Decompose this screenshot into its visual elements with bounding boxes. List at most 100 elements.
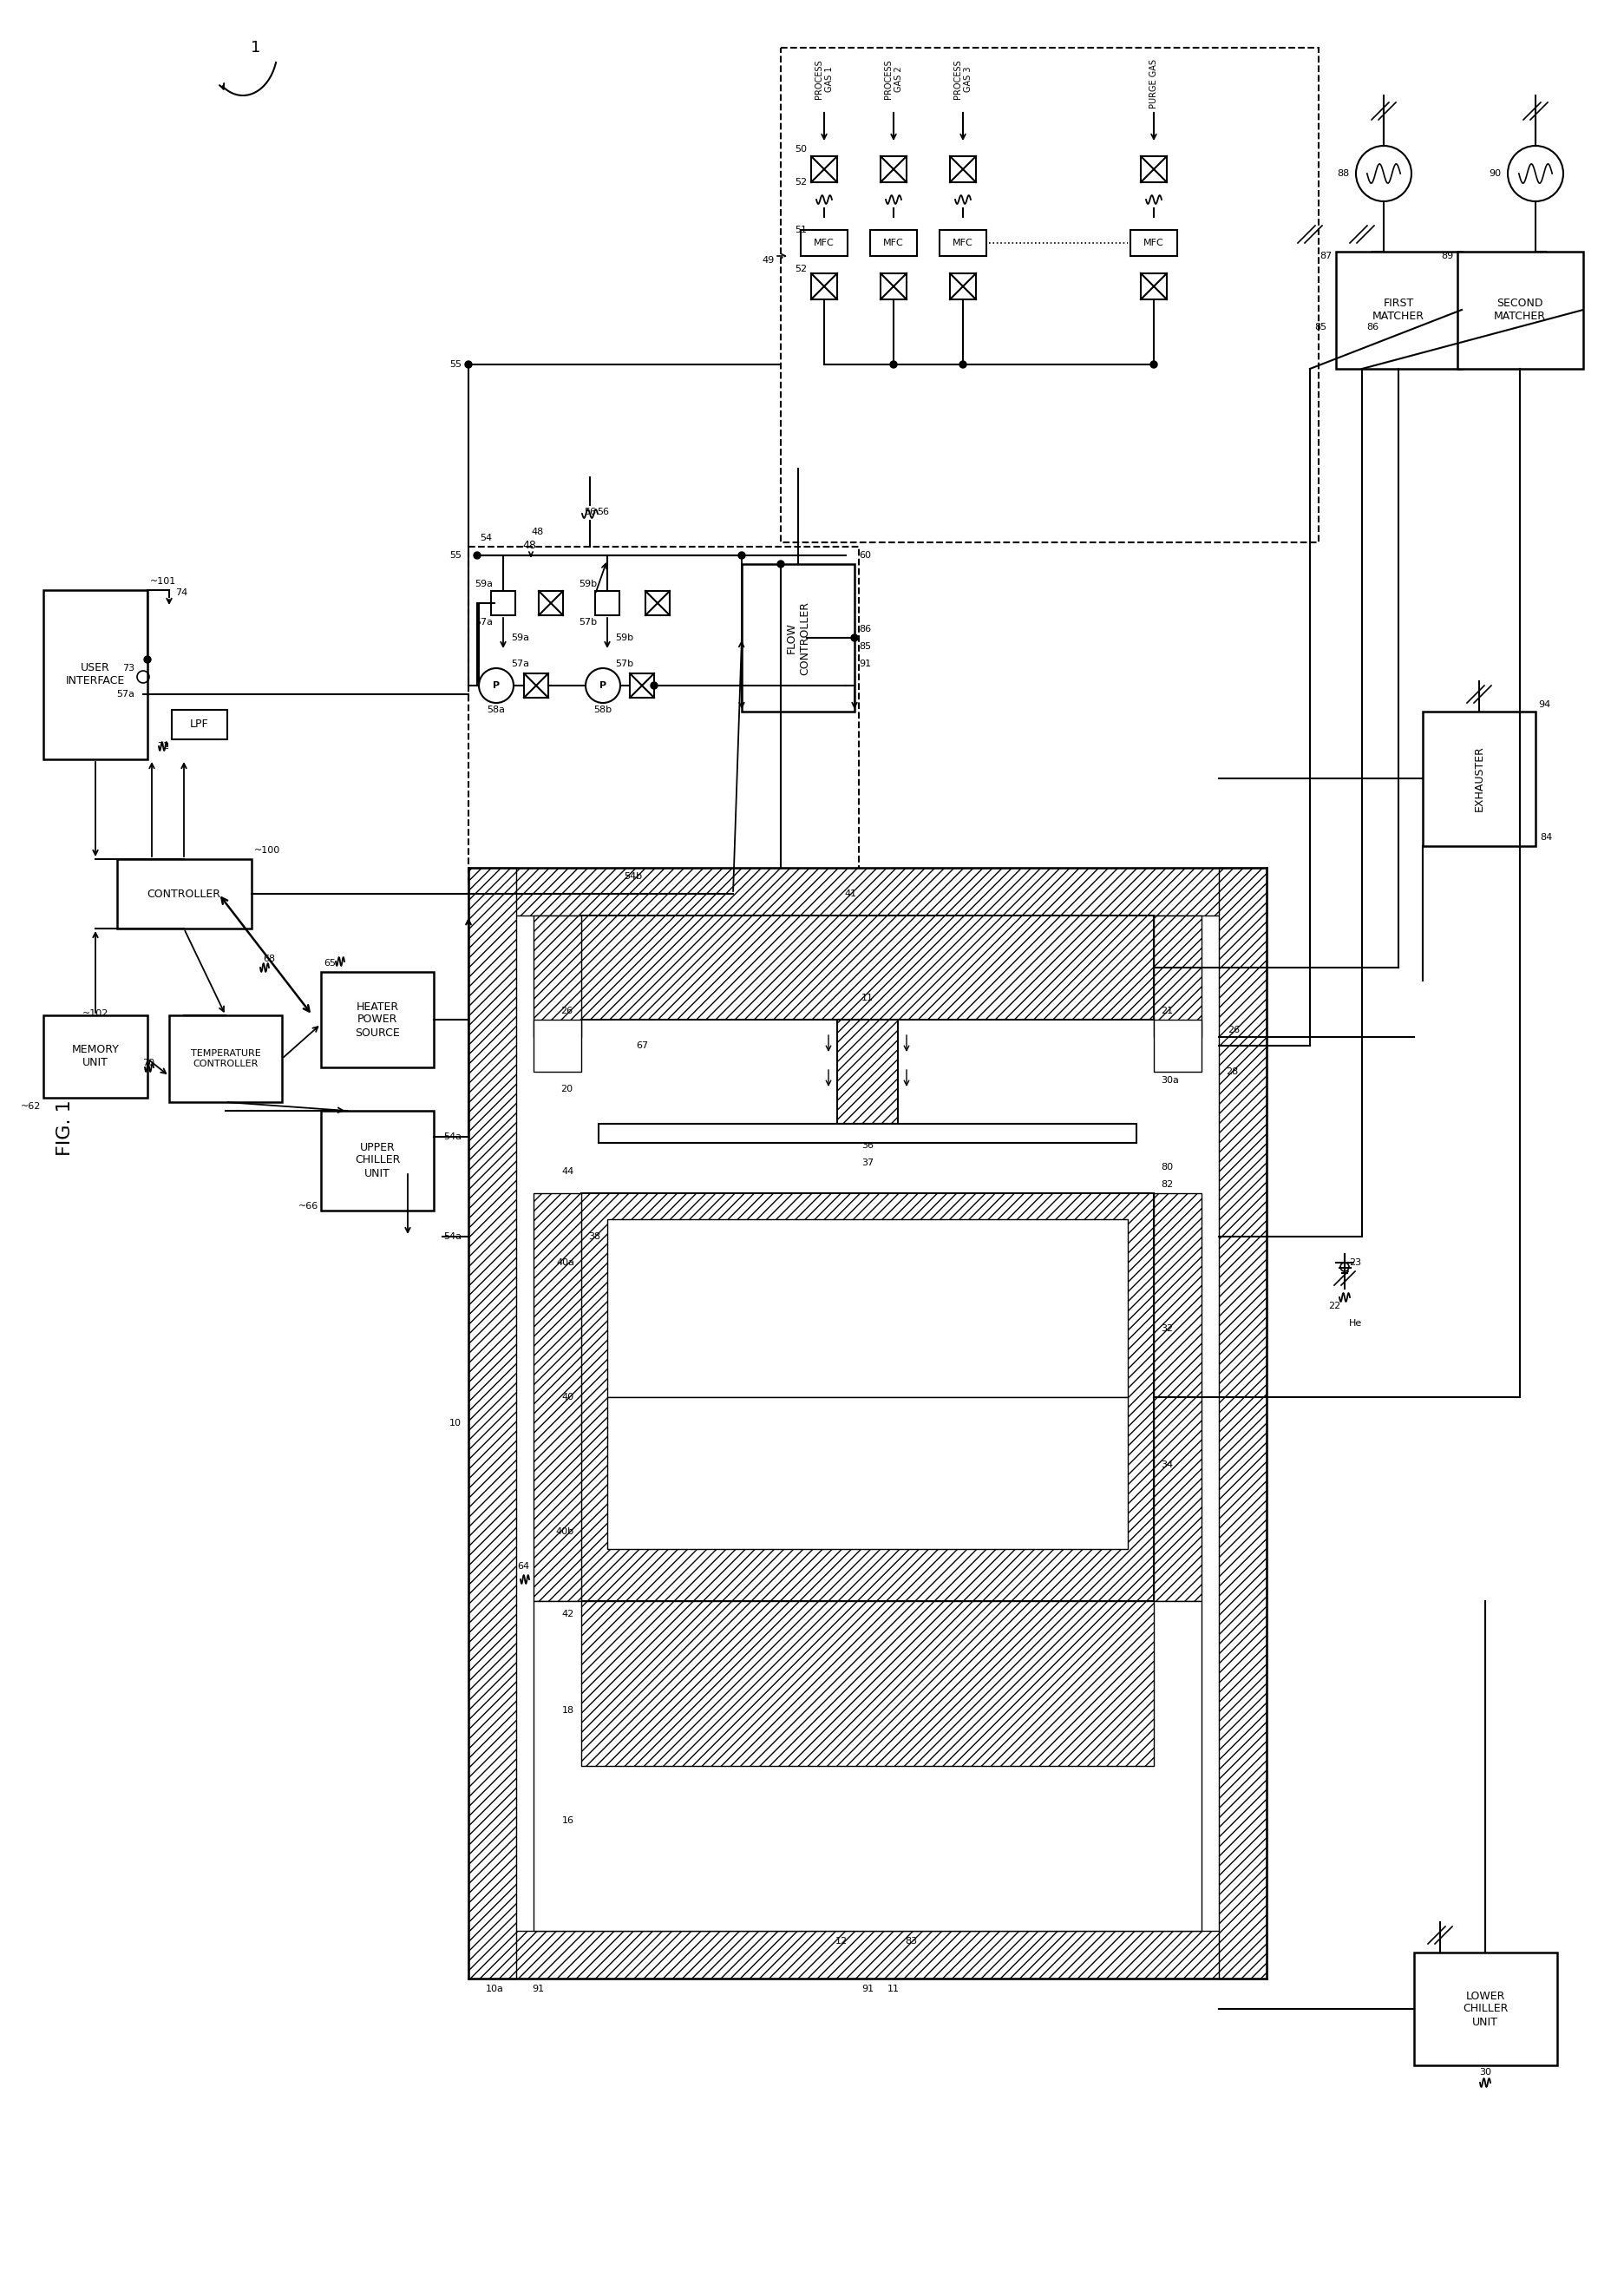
Text: 59a: 59a xyxy=(474,579,492,588)
Bar xyxy=(599,1124,1137,1142)
Bar xyxy=(322,972,434,1067)
Text: 94: 94 xyxy=(1538,699,1551,709)
Text: UPPER
CHILLER
UNIT: UPPER CHILLER UNIT xyxy=(354,1142,400,1179)
Bar xyxy=(801,229,848,257)
Text: 41: 41 xyxy=(844,890,856,897)
Bar xyxy=(44,590,148,759)
Text: 34: 34 xyxy=(1161,1460,1173,1469)
Bar xyxy=(468,868,516,1978)
Bar xyxy=(1220,868,1267,1978)
Text: 11: 11 xyxy=(887,1985,900,1994)
Bar xyxy=(1415,1953,1557,2064)
Text: 44: 44 xyxy=(562,1167,575,1176)
Text: PURGE GAS: PURGE GAS xyxy=(1150,59,1158,109)
Text: 16: 16 xyxy=(562,1817,575,1826)
Text: 57b: 57b xyxy=(578,618,598,627)
Circle shape xyxy=(739,552,745,559)
Text: ~100: ~100 xyxy=(255,847,281,854)
Text: 59b: 59b xyxy=(615,634,633,643)
Text: 56: 56 xyxy=(598,509,609,516)
Bar xyxy=(1140,157,1166,182)
Text: 10a: 10a xyxy=(486,1985,503,1994)
Text: W: W xyxy=(861,1126,874,1140)
Text: SECOND
MATCHER: SECOND MATCHER xyxy=(1494,298,1546,322)
Text: 84: 84 xyxy=(1540,833,1553,843)
Text: 72: 72 xyxy=(158,743,169,752)
Text: 32: 32 xyxy=(1161,1324,1173,1333)
Circle shape xyxy=(890,361,896,368)
Bar xyxy=(172,711,227,740)
Text: ~102: ~102 xyxy=(83,1008,109,1017)
Text: 23: 23 xyxy=(1350,1258,1361,1267)
Bar xyxy=(581,1192,1153,1601)
Text: ~101: ~101 xyxy=(149,577,177,586)
Text: 38: 38 xyxy=(588,1233,601,1240)
Text: 51: 51 xyxy=(794,225,807,234)
Text: P: P xyxy=(599,681,606,690)
Bar xyxy=(581,915,1153,1020)
Text: 58a: 58a xyxy=(487,706,505,713)
Bar xyxy=(1130,229,1177,257)
Text: LOWER
CHILLER
UNIT: LOWER CHILLER UNIT xyxy=(1463,1989,1509,2028)
Bar xyxy=(870,229,918,257)
Text: 74: 74 xyxy=(175,588,188,597)
Text: 90: 90 xyxy=(1489,170,1501,177)
Text: 85: 85 xyxy=(859,643,870,652)
Bar xyxy=(781,48,1319,543)
Text: 28: 28 xyxy=(1226,1067,1237,1076)
Text: 1: 1 xyxy=(252,41,261,55)
Text: PROCESS
GAS 2: PROCESS GAS 2 xyxy=(883,59,903,98)
Text: 12: 12 xyxy=(835,1937,848,1946)
Bar xyxy=(810,157,836,182)
Text: 52: 52 xyxy=(794,177,807,186)
Text: 73: 73 xyxy=(122,663,135,672)
Bar xyxy=(525,674,549,697)
Text: 67: 67 xyxy=(637,1042,648,1049)
Text: MEMORY
UNIT: MEMORY UNIT xyxy=(71,1045,119,1067)
Text: 40a: 40a xyxy=(555,1258,575,1267)
Text: ~66: ~66 xyxy=(299,1201,318,1210)
Text: 89: 89 xyxy=(1440,252,1453,261)
Text: 82: 82 xyxy=(1161,1181,1173,1190)
Circle shape xyxy=(464,361,473,368)
Text: 70: 70 xyxy=(143,1058,154,1067)
Circle shape xyxy=(851,634,857,640)
Text: PROCESS
GAS 1: PROCESS GAS 1 xyxy=(815,59,833,98)
Bar xyxy=(950,273,976,300)
Bar xyxy=(1140,273,1166,300)
Text: PROCESS
GAS 3: PROCESS GAS 3 xyxy=(953,59,973,98)
Text: 54b: 54b xyxy=(624,872,643,881)
Text: MFC: MFC xyxy=(814,238,835,248)
Bar xyxy=(607,1220,1127,1397)
Text: 57b: 57b xyxy=(615,659,633,668)
Bar xyxy=(468,547,859,886)
Text: 85: 85 xyxy=(1314,322,1327,332)
Circle shape xyxy=(145,656,151,663)
Bar xyxy=(1423,711,1536,847)
Text: 68: 68 xyxy=(263,954,274,963)
Text: 54a: 54a xyxy=(443,1133,461,1140)
Circle shape xyxy=(651,681,658,688)
Text: 26: 26 xyxy=(1228,1026,1239,1033)
Text: 30: 30 xyxy=(1479,2069,1491,2076)
Bar xyxy=(1337,252,1462,368)
Circle shape xyxy=(960,361,966,368)
Text: 91: 91 xyxy=(861,1985,874,1994)
Text: 20: 20 xyxy=(560,1086,573,1092)
Bar xyxy=(880,273,906,300)
Text: 36: 36 xyxy=(861,1140,874,1149)
Bar xyxy=(468,1930,1267,1978)
Bar xyxy=(742,563,854,711)
Circle shape xyxy=(1150,361,1158,368)
Bar xyxy=(322,1111,434,1210)
Text: 57a: 57a xyxy=(512,659,529,668)
Text: 86: 86 xyxy=(1366,322,1379,332)
Text: 64: 64 xyxy=(516,1562,529,1572)
Bar xyxy=(836,1020,898,1124)
Bar xyxy=(810,273,836,300)
Text: 11: 11 xyxy=(861,995,874,1002)
Text: 59b: 59b xyxy=(578,579,598,588)
Text: 52: 52 xyxy=(794,266,807,273)
Bar xyxy=(539,590,564,615)
Bar xyxy=(594,590,619,615)
